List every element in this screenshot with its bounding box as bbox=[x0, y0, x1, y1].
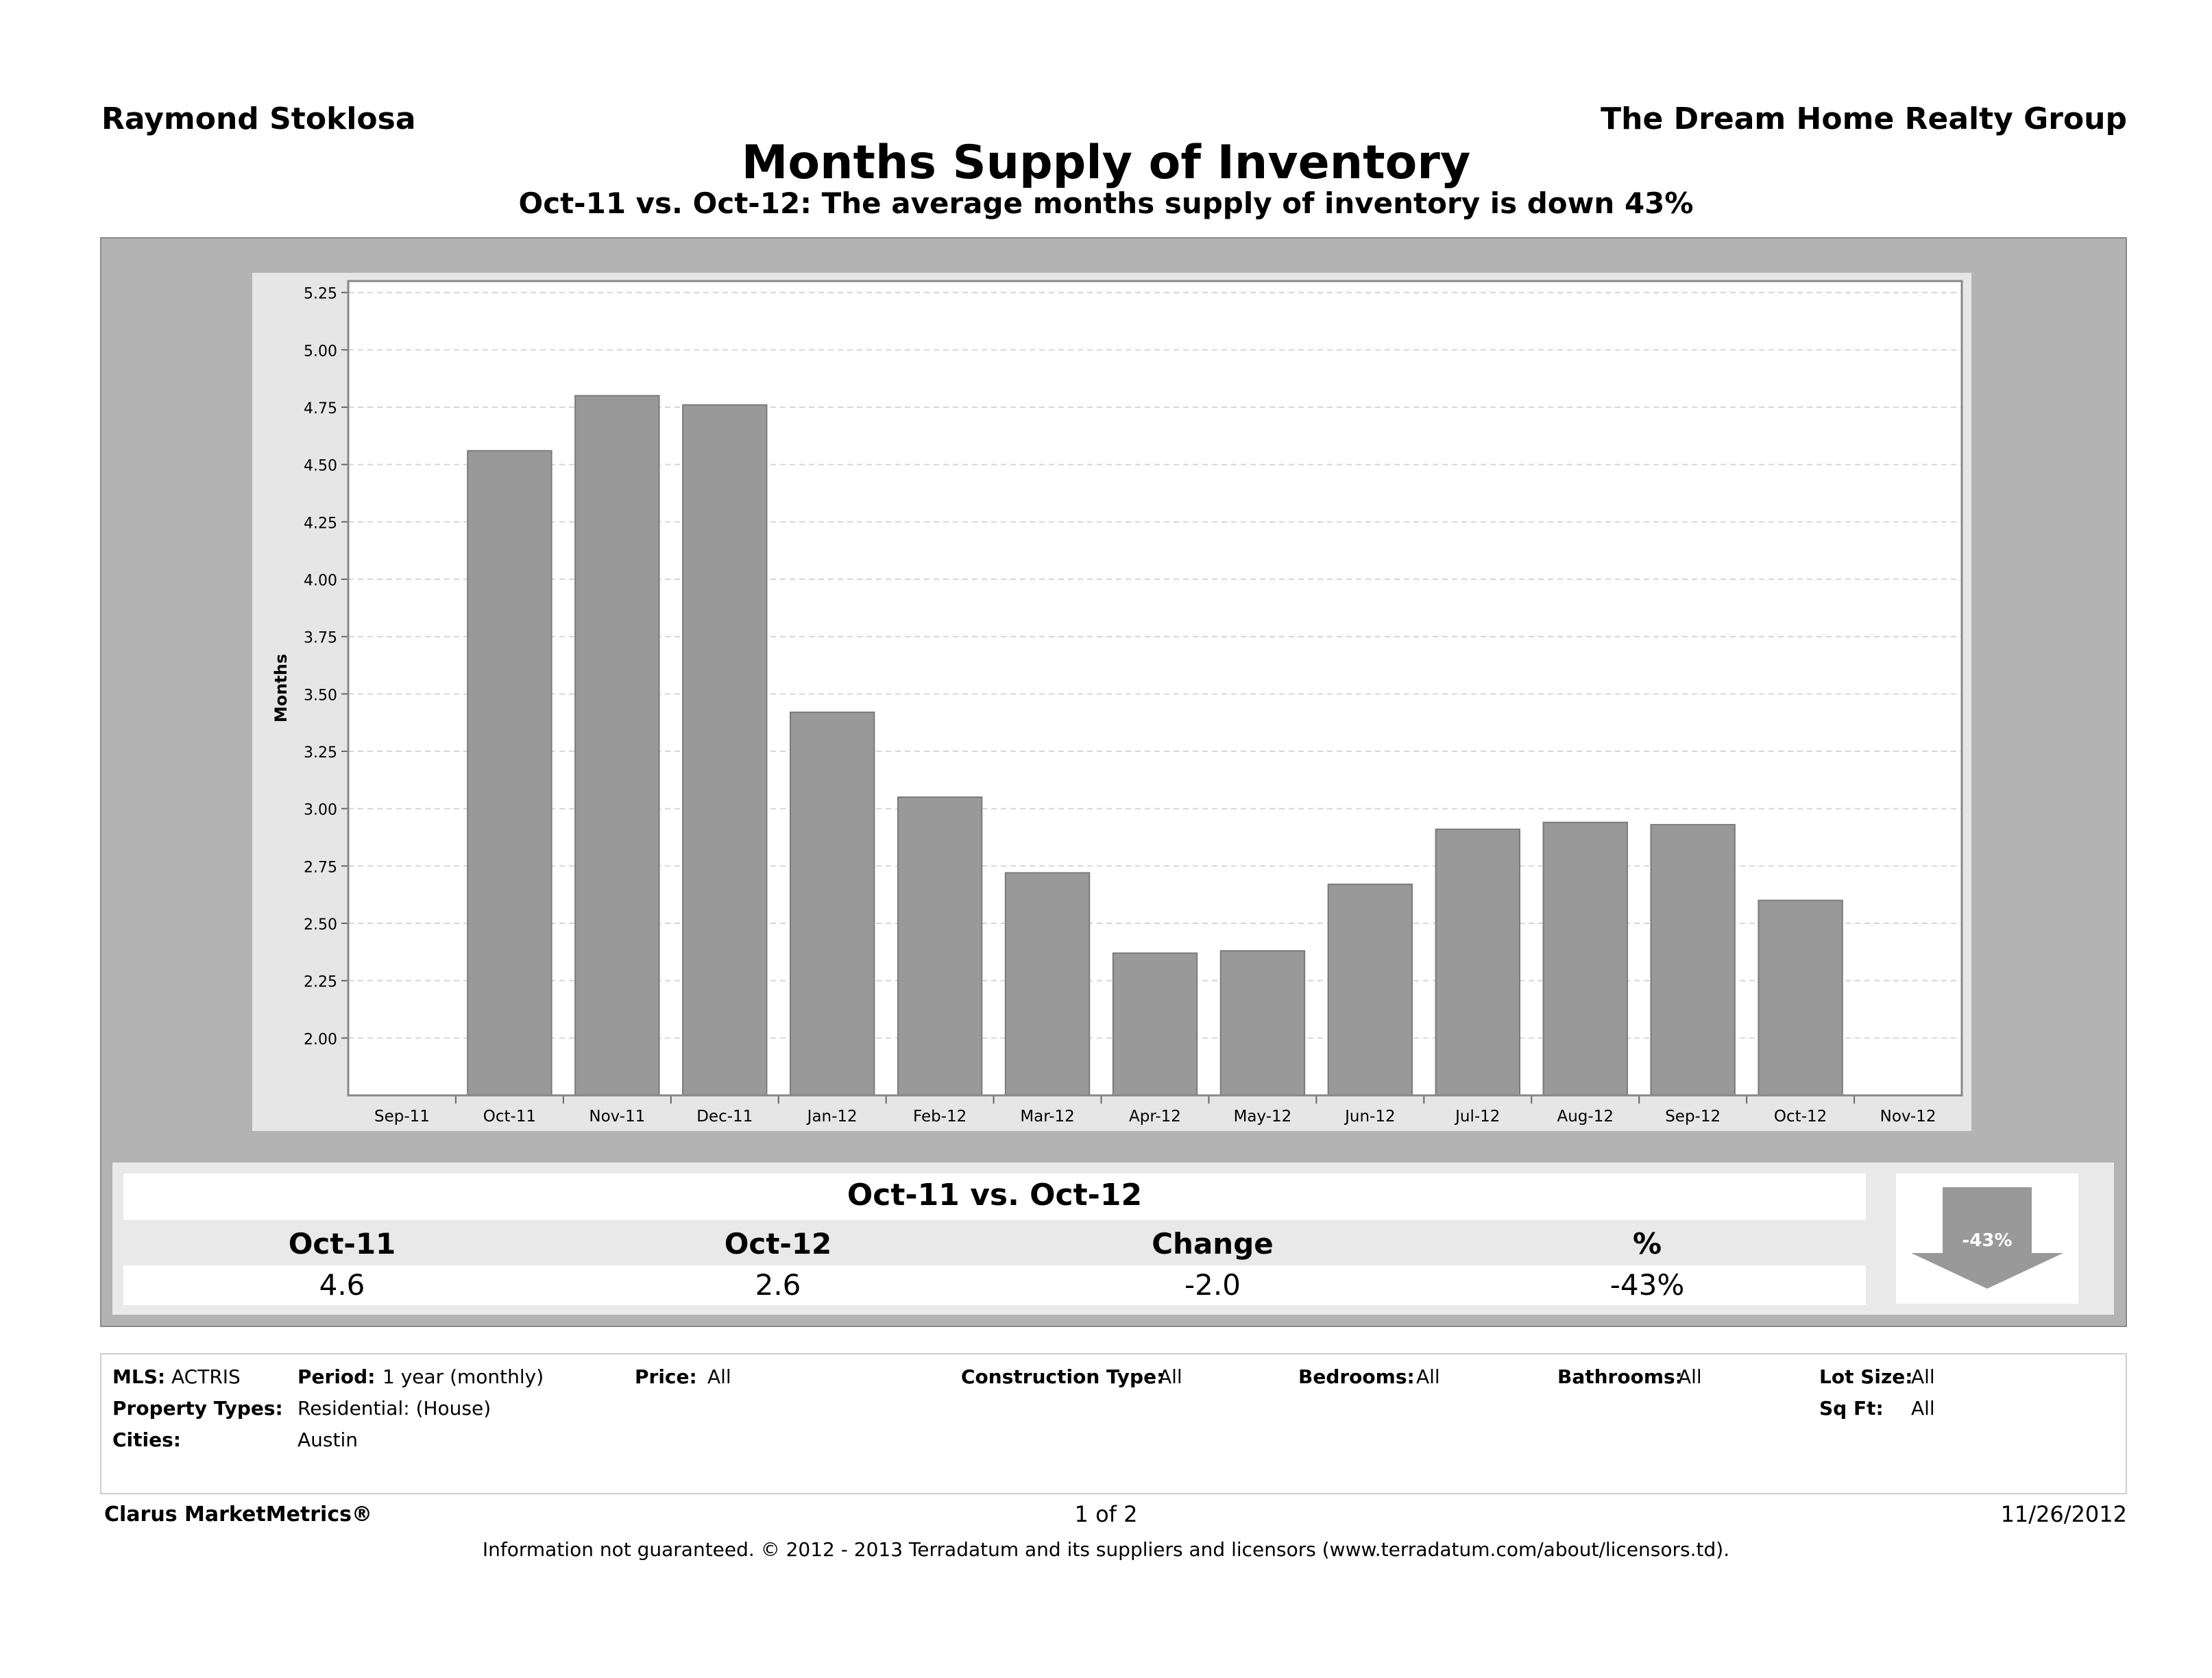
summary-value-oct-12: 2.6 bbox=[755, 1268, 801, 1302]
bar-nov-11 bbox=[574, 395, 660, 1097]
cities-label: Cities: bbox=[112, 1428, 181, 1451]
construction-type-value: All bbox=[1158, 1365, 1182, 1388]
x-tick-label: Sep-12 bbox=[1665, 1108, 1721, 1126]
y-tick-label: 3.00 bbox=[304, 802, 337, 819]
y-tick-label: 4.00 bbox=[304, 572, 337, 589]
y-axis-label: Months bbox=[271, 654, 291, 722]
x-tick-label: Oct-11 bbox=[483, 1108, 536, 1126]
y-tick-label: 5.00 bbox=[304, 343, 337, 360]
bar-aug-12 bbox=[1542, 821, 1628, 1097]
x-tick-label: Feb-12 bbox=[913, 1108, 967, 1126]
bar-feb-12 bbox=[897, 796, 983, 1097]
period-value: 1 year (monthly) bbox=[382, 1365, 544, 1388]
summary-title-box bbox=[123, 1174, 1866, 1220]
broker-name: The Dream Home Realty Group bbox=[1601, 101, 2127, 136]
x-tick-label: Apr-12 bbox=[1129, 1108, 1181, 1126]
period-label: Period: bbox=[297, 1365, 376, 1388]
x-tick-label: Aug-12 bbox=[1557, 1108, 1613, 1126]
y-tick-label: 3.50 bbox=[304, 687, 337, 704]
page-number: 1 of 2 bbox=[1074, 1501, 1138, 1527]
x-tick-label: Nov-12 bbox=[1880, 1108, 1936, 1126]
agent-name: Raymond Stoklosa bbox=[101, 101, 416, 136]
summary-header-change: Change bbox=[1152, 1227, 1274, 1261]
y-tick-label: 4.25 bbox=[304, 515, 337, 532]
summary-header-oct-12: Oct-12 bbox=[724, 1227, 832, 1261]
bar-dec-11 bbox=[682, 404, 768, 1097]
disclaimer: Information not guaranteed. © 2012 - 201… bbox=[482, 1538, 1730, 1561]
bar-chart: 2.00 2.25 2.50 2.75 3.00 3.25 3.50 3.75 4.00 4.25… bbox=[271, 280, 1963, 1126]
y-tick-label: 5.25 bbox=[304, 286, 337, 303]
bathrooms-label: Bathrooms: bbox=[1557, 1365, 1683, 1388]
y-tick-label: 2.25 bbox=[304, 974, 337, 991]
bar-jun-12 bbox=[1327, 884, 1413, 1097]
plot-border bbox=[347, 280, 1963, 1097]
x-tick-label: Jul-12 bbox=[1454, 1108, 1500, 1126]
price-value: All bbox=[707, 1365, 731, 1388]
summary-title: Oct-11 vs. Oct-12 bbox=[847, 1178, 1143, 1213]
bar-jul-12 bbox=[1435, 828, 1521, 1097]
x-tick-label: Oct-12 bbox=[1774, 1108, 1827, 1126]
down-arrow-icon: -43% bbox=[1911, 1187, 2063, 1289]
y-tick-label: 4.75 bbox=[304, 400, 337, 417]
y-tick-label: 2.00 bbox=[304, 1031, 337, 1048]
bar-sep-12 bbox=[1650, 824, 1736, 1096]
cities-value: Austin bbox=[297, 1428, 358, 1451]
bar-oct-11 bbox=[467, 450, 552, 1096]
bar-jan-12 bbox=[789, 712, 875, 1096]
bathrooms-value: All bbox=[1678, 1365, 1702, 1388]
x-tick-label: Dec-11 bbox=[696, 1108, 753, 1126]
x-tick-label: Jun-12 bbox=[1344, 1108, 1396, 1126]
summary-value-change: -2.0 bbox=[1184, 1268, 1241, 1302]
sq-ft-label: Sq Ft: bbox=[1819, 1397, 1884, 1420]
bar-oct-12 bbox=[1758, 899, 1843, 1097]
summary-value-oct-11: 4.6 bbox=[319, 1268, 365, 1302]
report-subtitle: Oct-11 vs. Oct-12: The average months su… bbox=[518, 186, 1694, 220]
y-tick-label: 3.75 bbox=[304, 630, 337, 647]
mls-label: MLS: bbox=[112, 1365, 166, 1388]
price-label: Price: bbox=[635, 1365, 697, 1388]
y-tick-label: 2.50 bbox=[304, 916, 337, 934]
x-tick-label: Mar-12 bbox=[1020, 1108, 1075, 1126]
y-tick-label: 3.25 bbox=[304, 744, 337, 762]
construction-type-label: Construction Type: bbox=[961, 1365, 1165, 1388]
report-date: 11/26/2012 bbox=[2000, 1501, 2127, 1527]
x-tick-label: May-12 bbox=[1234, 1108, 1292, 1126]
summary-header-oct-11: Oct-11 bbox=[288, 1227, 396, 1261]
summary-value-percent: -43% bbox=[1609, 1268, 1685, 1302]
x-tick-label: Sep-11 bbox=[374, 1108, 430, 1126]
bar-mar-12 bbox=[1004, 872, 1091, 1096]
summary-header-percent: % bbox=[1632, 1227, 1662, 1261]
brand-name: Clarus MarketMetrics® bbox=[104, 1503, 372, 1527]
bar-apr-12 bbox=[1112, 952, 1198, 1096]
property-types-value: Residential: (House) bbox=[297, 1397, 491, 1420]
x-tick-label: Jan-12 bbox=[806, 1108, 858, 1126]
mls-value: ACTRIS bbox=[171, 1365, 241, 1388]
criteria-box bbox=[100, 1353, 2127, 1494]
lot-size-value: All bbox=[1911, 1365, 1935, 1388]
property-types-label: Property Types: bbox=[112, 1397, 283, 1420]
bar-may-12 bbox=[1219, 950, 1306, 1096]
sq-ft-value: All bbox=[1911, 1397, 1935, 1420]
x-tick-label: Nov-11 bbox=[589, 1108, 645, 1126]
bedrooms-value: All bbox=[1416, 1365, 1440, 1388]
lot-size-label: Lot Size: bbox=[1819, 1365, 1913, 1388]
change-badge-label: -43% bbox=[1962, 1230, 2012, 1251]
summary-values-box bbox=[123, 1265, 1866, 1305]
y-tick-label: 4.50 bbox=[304, 458, 337, 475]
report-title: Months Supply of Inventory bbox=[741, 136, 1471, 190]
y-tick-label: 2.75 bbox=[304, 859, 337, 876]
bedrooms-label: Bedrooms: bbox=[1298, 1365, 1415, 1388]
